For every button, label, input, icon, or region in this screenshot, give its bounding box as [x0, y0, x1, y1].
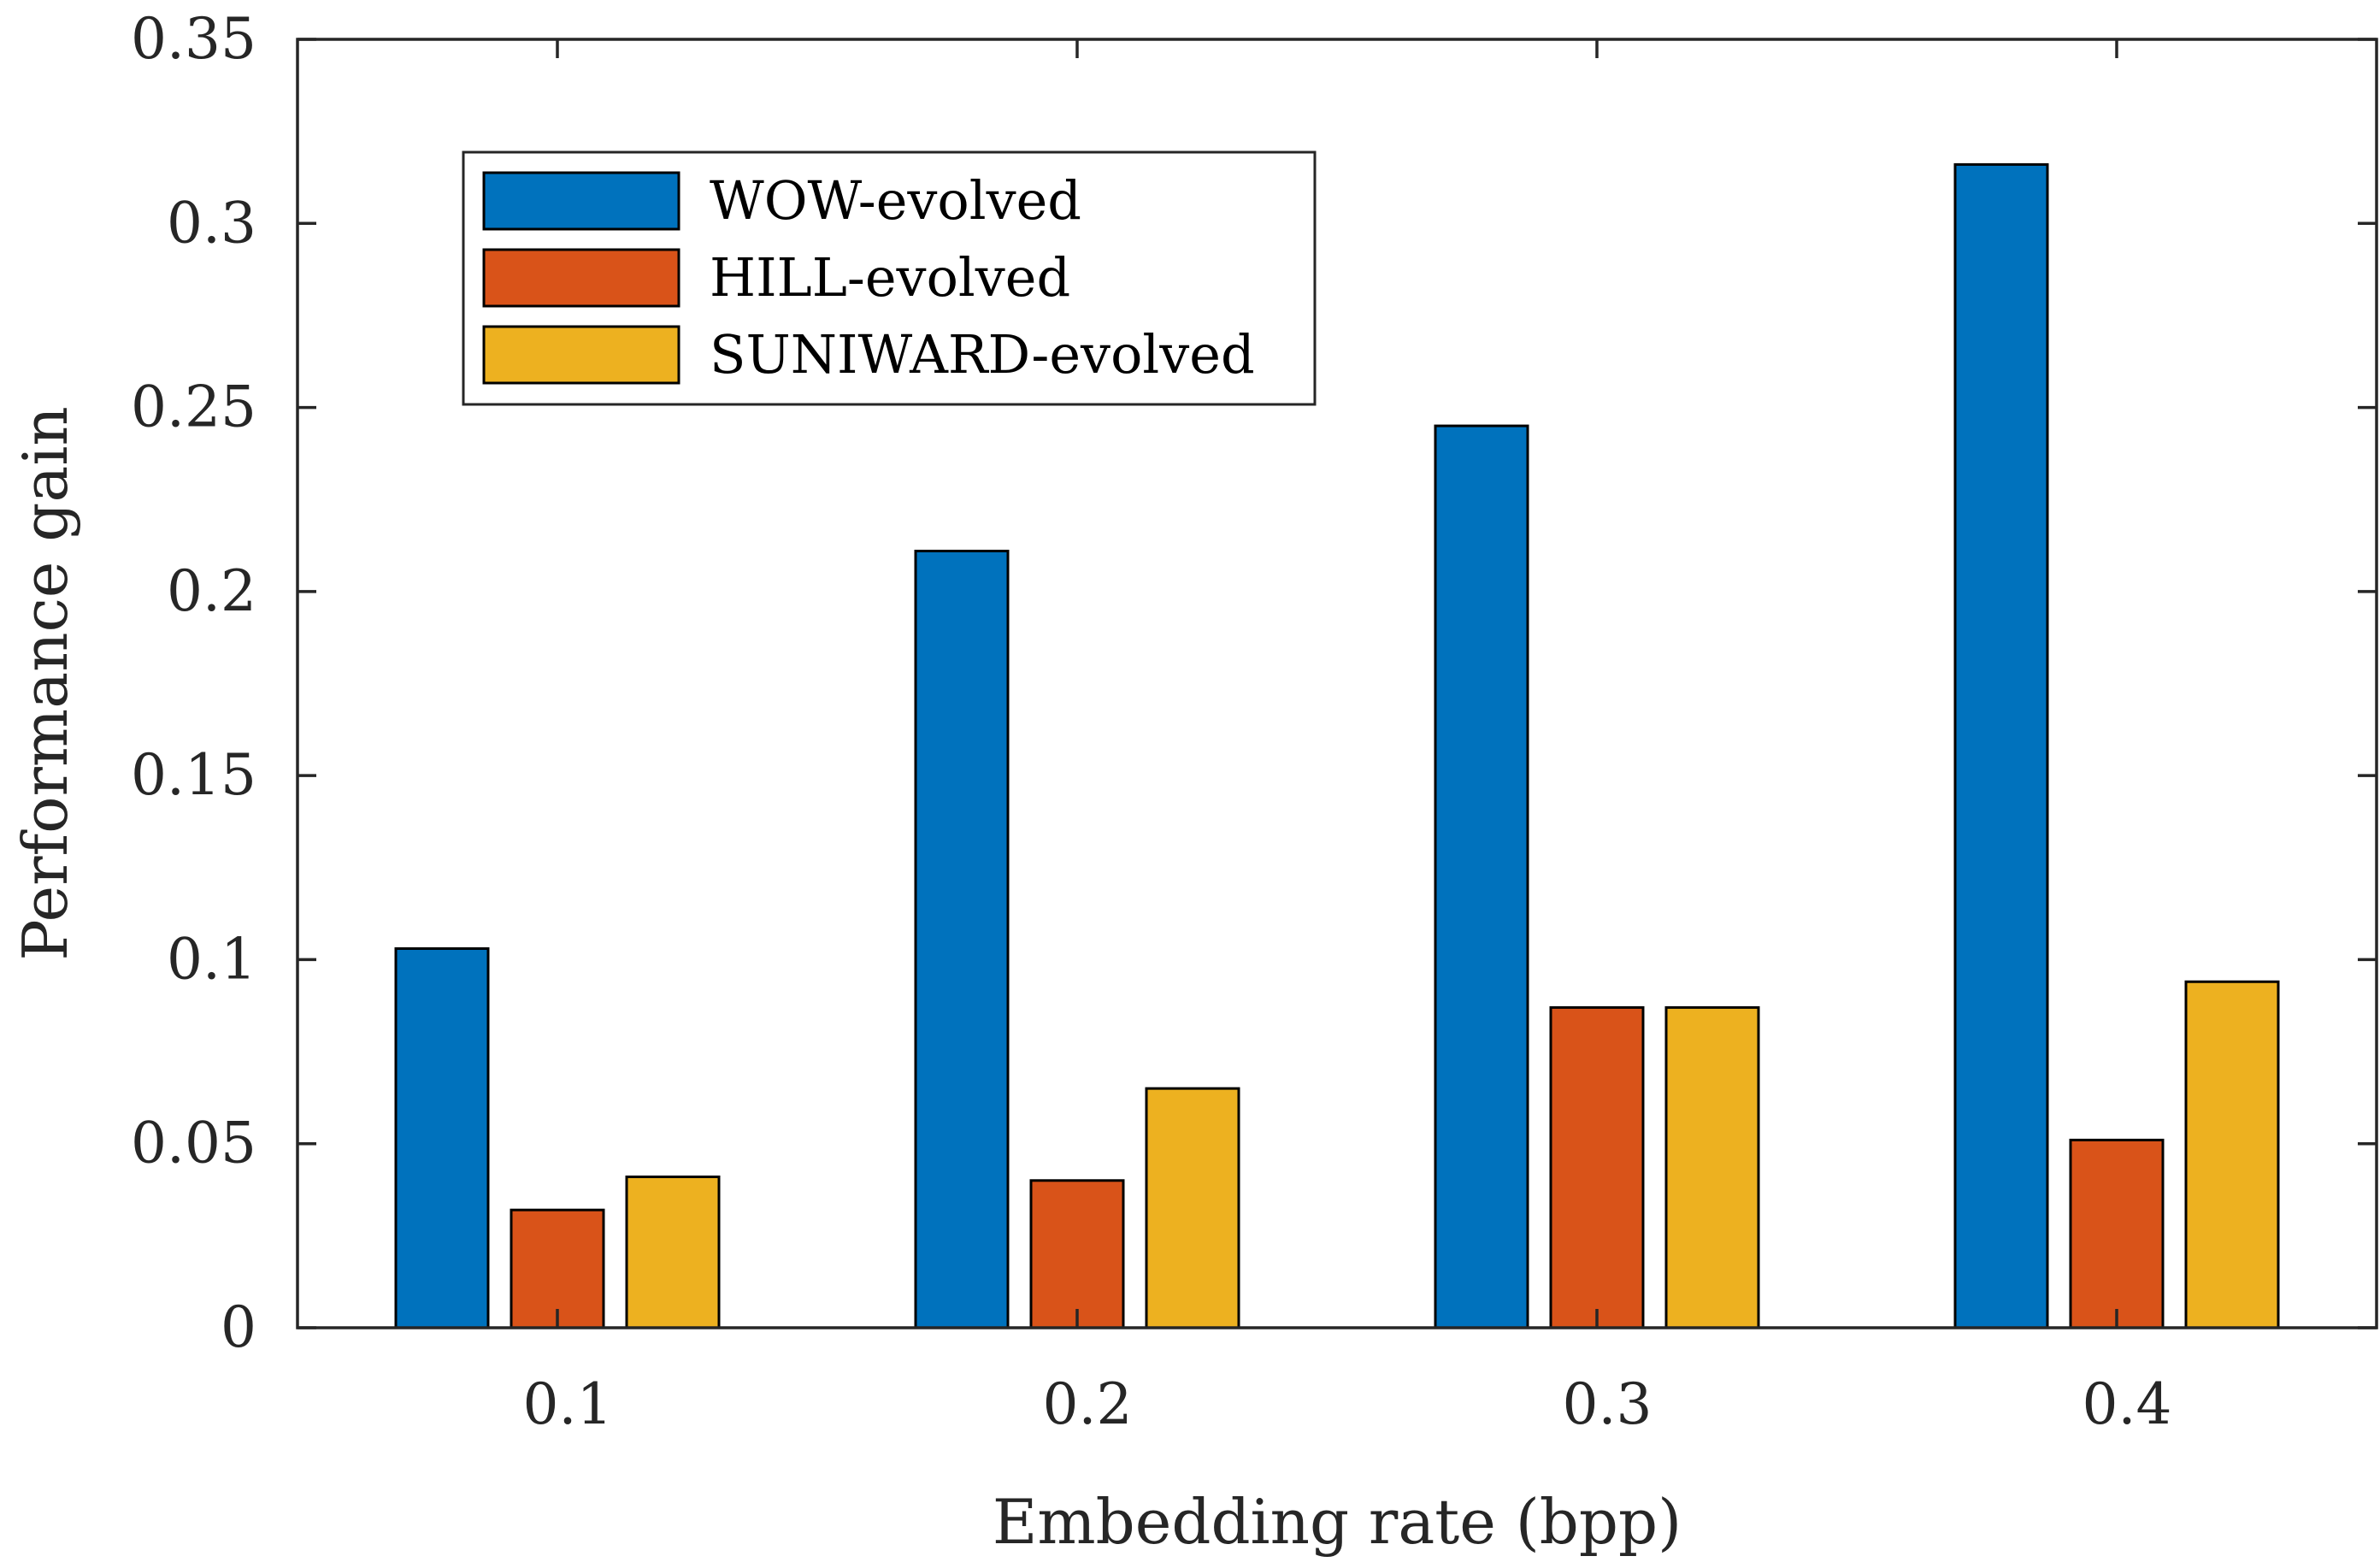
legend: WOW-evolved HILL-evolved SUNIWARD-evolved: [462, 150, 1317, 406]
y-tick-label: 0.25: [131, 374, 256, 440]
y-tick-label: 0.05: [131, 1111, 256, 1176]
x-tick-label: 0.2: [1043, 1371, 1133, 1437]
bars-layer: [394, 162, 2280, 1329]
x-tick-label: 0.3: [1563, 1371, 1652, 1437]
y-tick-label: 0.35: [131, 6, 256, 72]
plot-frame: [296, 38, 2378, 1329]
bar-hill-evolved-0.1: [510, 1208, 605, 1329]
bar-suniward-evolved-0.2: [1145, 1087, 1240, 1329]
legend-label-hill-evolved: HILL-evolved: [710, 246, 1070, 309]
bar-wow-evolved-0.3: [1434, 424, 1529, 1329]
y-tick-label: 0.3: [167, 190, 256, 256]
bar-suniward-evolved-0.3: [1664, 1005, 1760, 1329]
y-tick-label: 0.2: [167, 558, 256, 624]
bar-wow-evolved-0.1: [394, 947, 490, 1329]
y-tick-label: 0.1: [167, 926, 256, 992]
bar-wow-evolved-0.2: [914, 549, 1010, 1329]
bar-hill-evolved-0.3: [1549, 1005, 1645, 1329]
legend-swatch-hill-evolved: [482, 248, 680, 308]
y-tick-label: 0.15: [131, 742, 256, 808]
x-tick-label: 0.1: [523, 1371, 613, 1437]
legend-label-wow-evolved: WOW-evolved: [710, 169, 1081, 232]
legend-swatch-suniward-evolved: [482, 325, 680, 385]
x-tick-label: 0.4: [2082, 1371, 2172, 1437]
y-axis-title: Performance gain: [9, 406, 81, 960]
legend-label-suniward-evolved: SUNIWARD-evolved: [710, 323, 1255, 386]
axes-layer: 0 0.05 0.1 0.15 0.2 0.25 0.3 0.35 0.1 0.2 0.3 0.4: [131, 6, 2378, 1437]
x-axis-title: Embedding rate (bpp): [993, 1486, 1682, 1558]
bar-suniward-evolved-0.4: [2184, 980, 2280, 1329]
bar-hill-evolved-0.2: [1029, 1179, 1125, 1329]
bar-hill-evolved-0.4: [2069, 1138, 2165, 1329]
bar-suniward-evolved-0.1: [625, 1175, 721, 1329]
bar-wow-evolved-0.4: [1953, 162, 2049, 1329]
y-tick-label: 0: [221, 1294, 256, 1360]
legend-swatch-wow-evolved: [482, 171, 680, 231]
